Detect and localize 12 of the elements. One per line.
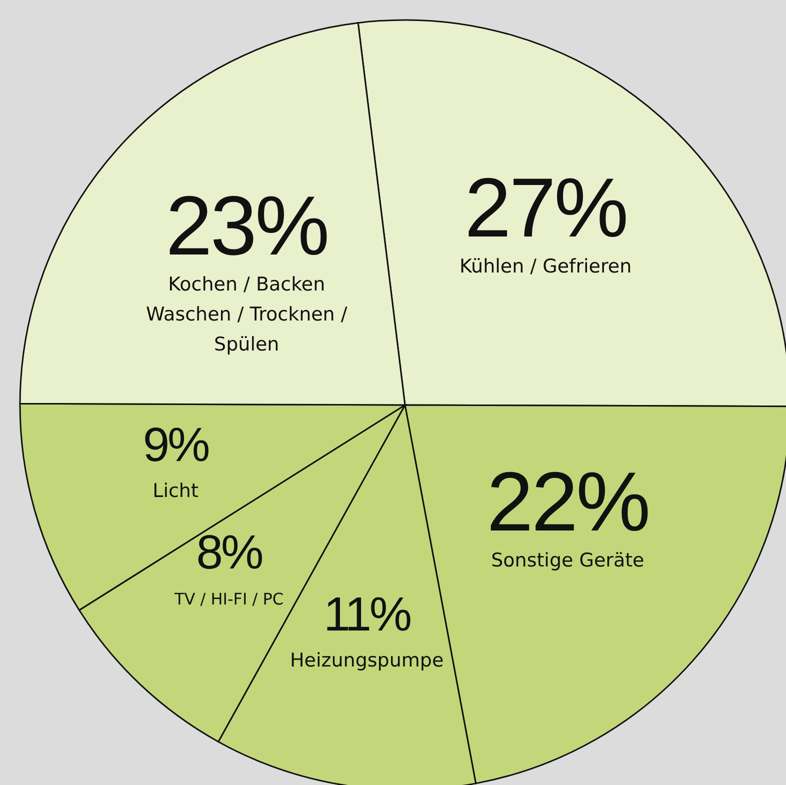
data-label: 8%: [196, 526, 262, 580]
data-label: 23%: [166, 178, 328, 272]
slice-label: Kochen / Backen Waschen / Trocknen / Spülen: [146, 273, 348, 356]
slice-label: Sonstige Geräte: [491, 550, 644, 572]
data-label: 22%: [486, 454, 649, 549]
slice-label: Heizungspumpe: [290, 650, 444, 672]
data-label: 27%: [464, 160, 627, 255]
data-label: 11%: [324, 588, 410, 642]
slice-label: Kühlen / Gefrieren: [460, 256, 632, 278]
slice-label: TV / HI-FI / PC: [173, 589, 284, 608]
data-label: 9%: [142, 418, 209, 472]
slice-label: Licht: [152, 480, 198, 502]
